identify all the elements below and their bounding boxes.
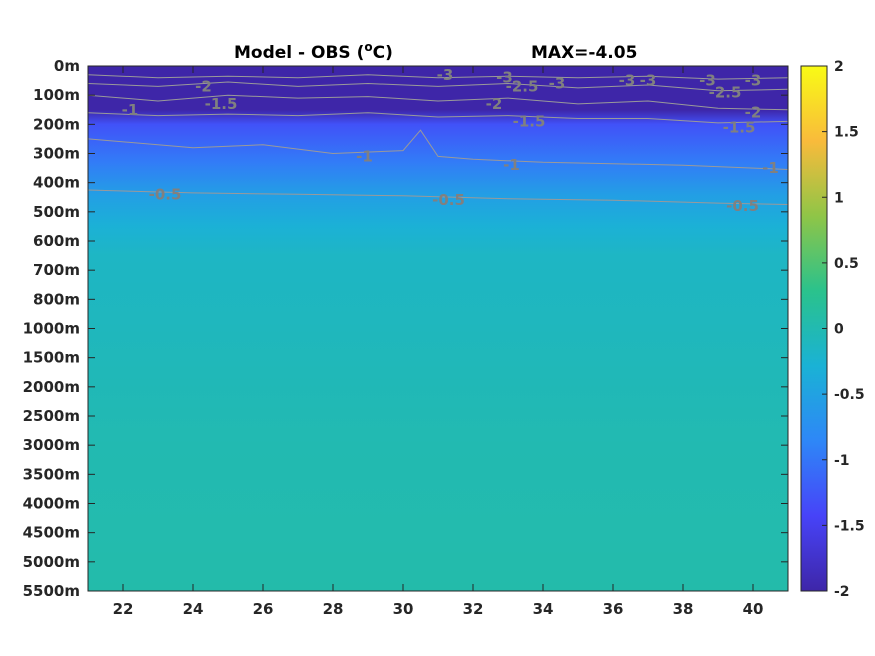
contour-lines [88, 74, 788, 205]
x-tick-label: 40 [743, 600, 764, 618]
x-tick-label: 28 [323, 600, 344, 618]
contour-label: -1.5 [723, 118, 756, 136]
contour-label: -1.5 [513, 112, 546, 130]
contour-label: -1 [122, 101, 139, 119]
temperature-field [88, 66, 788, 591]
y-tick-label: 5500m [23, 582, 80, 600]
x-tick-label: 34 [533, 600, 554, 618]
y-axis: 0m 100m 200m 300m 400m 500m 600m 700m 800m 1000m 1… [23, 57, 788, 600]
plot-area: -3-2-1.5-1-3 -3-2.5-2-1.5-3 -3 -3 -3-2.5-2-1… [87, 65, 789, 592]
y-tick-label: 100m [33, 86, 80, 104]
colorbar-tick-label: 2 [834, 59, 844, 75]
colorbar-tick-label: 1 [834, 190, 844, 206]
y-tick-label: 4000m [23, 495, 80, 513]
contour-label: -3 [699, 72, 716, 90]
y-tick-label: 1500m [23, 349, 80, 367]
colorbar-tick-label: -1.5 [834, 518, 865, 534]
y-tick-label: 200m [33, 115, 80, 133]
contour-label: -3 [640, 72, 657, 90]
contour-label: -3 [745, 72, 762, 90]
colorbar-ticks: 2 1.5 1 0.5 0 -0.5 -1 -1.5 -2 [822, 59, 865, 600]
colorbar-tick-label: -2 [834, 584, 850, 600]
contour-label: -0.5 [432, 191, 465, 209]
y-tick-label: 5000m [23, 553, 80, 571]
contour-label: -2 [195, 77, 212, 95]
y-tick-label: 3000m [23, 436, 80, 454]
title-left: Model - OBS (oC) [234, 40, 393, 63]
contour-line [88, 112, 788, 124]
x-tick-label: 36 [603, 600, 624, 618]
x-tick-label: 24 [183, 600, 204, 618]
y-tick-label: 800m [33, 290, 80, 308]
y-tick-label: 600m [33, 232, 80, 250]
title-max: MAX=-4.05 [531, 43, 637, 63]
x-axis: 22 24 26 28 30 32 34 36 38 40 [113, 66, 764, 618]
contour-line [88, 74, 788, 80]
contour-label: -2 [486, 95, 503, 113]
contour-line [88, 81, 788, 92]
y-tick-label: 4500m [23, 524, 80, 542]
colorbar-tick-label: 0 [834, 322, 844, 338]
contour-label: -3 [549, 75, 566, 93]
colorbar-tick-label: -1 [834, 453, 850, 469]
colorbar: 2 1.5 1 0.5 0 -0.5 -1 -1.5 -2 [800, 59, 865, 600]
chart-title: Model - OBS (oC) MAX=-4.05 [234, 40, 637, 63]
contour-label: -2.5 [709, 83, 742, 101]
y-tick-label: 3500m [23, 465, 80, 483]
contour-label: -1 [503, 156, 520, 174]
y-tick-label: 0m [54, 57, 80, 75]
y-tick-label: 500m [33, 203, 80, 221]
contour-labels: -3-2-1.5-1-3 -3-2.5-2-1.5-3 -3 -3 -3-2.5-2-1… [122, 66, 779, 215]
contour-line [88, 94, 788, 111]
x-tick-label: 26 [253, 600, 274, 618]
y-tick-label: 300m [33, 145, 80, 163]
colorbar-tick-label: 1.5 [834, 125, 859, 141]
contour-label: -1 [762, 159, 779, 177]
colorbar-tick-label: -0.5 [834, 387, 865, 403]
contour-label: -3 [496, 69, 513, 87]
colorbar-tick-label: 0.5 [834, 256, 859, 272]
x-tick-label: 22 [113, 600, 134, 618]
contour-label: -1.5 [205, 95, 238, 113]
contour-line [88, 129, 788, 170]
y-tick-label: 1000m [23, 320, 80, 338]
x-tick-label: 32 [463, 600, 484, 618]
contour-label: -3 [619, 72, 636, 90]
y-tick-label: 2500m [23, 407, 80, 425]
contour-label: -0.5 [149, 185, 182, 203]
contour-label: -1 [356, 147, 373, 165]
contour-label: -2 [745, 104, 762, 122]
y-tick-label: 400m [33, 174, 80, 192]
contour-label: -2.5 [506, 77, 539, 95]
y-tick-label: 2000m [23, 378, 80, 396]
x-tick-label: 30 [393, 600, 414, 618]
contour-label: -0.5 [726, 197, 759, 215]
contour-label: -3 [437, 66, 454, 84]
y-tick-label: 700m [33, 261, 80, 279]
contour-line [88, 189, 788, 205]
x-tick-label: 38 [673, 600, 694, 618]
